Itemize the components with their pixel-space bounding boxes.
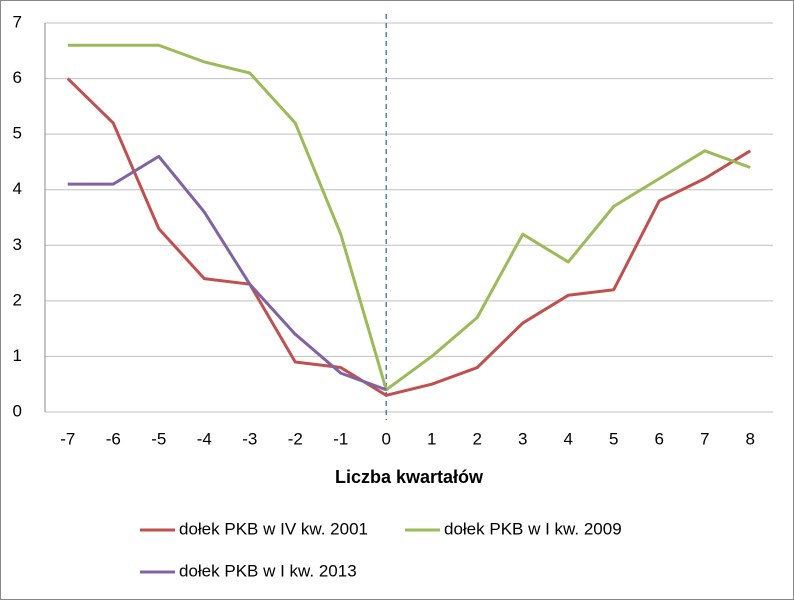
x-tick-label: 4 bbox=[564, 429, 573, 448]
x-tick-label: 1 bbox=[427, 429, 436, 448]
y-tick-label: 0 bbox=[13, 401, 22, 420]
legend-label: dołek PKB w IV kw. 2001 bbox=[179, 519, 368, 538]
y-tick-label: 4 bbox=[13, 179, 22, 198]
x-tick-label: 3 bbox=[518, 429, 527, 448]
x-tick-label: -4 bbox=[197, 429, 212, 448]
series-line bbox=[66, 77, 752, 397]
x-tick-label: 0 bbox=[382, 429, 391, 448]
series-line bbox=[67, 154, 387, 392]
y-tick-label: 2 bbox=[13, 290, 22, 309]
x-tick-label: 6 bbox=[655, 429, 664, 448]
x-tick-label: 7 bbox=[700, 429, 709, 448]
legend-label: dołek PKB w I kw. 2013 bbox=[179, 561, 357, 580]
y-tick-label: 5 bbox=[13, 124, 22, 143]
x-tick-label: 2 bbox=[473, 429, 482, 448]
x-tick-label: 8 bbox=[746, 429, 755, 448]
series-line bbox=[67, 43, 751, 392]
x-tick-label: -3 bbox=[242, 429, 257, 448]
x-tick-label: -6 bbox=[106, 429, 121, 448]
y-tick-label: 3 bbox=[13, 235, 22, 254]
legend-label: dołek PKB w I kw. 2009 bbox=[444, 519, 622, 538]
y-tick-label: 1 bbox=[13, 346, 22, 365]
x-tick-label: -2 bbox=[288, 429, 303, 448]
x-tick-label: -7 bbox=[60, 429, 75, 448]
x-tick-label: -1 bbox=[333, 429, 348, 448]
y-tick-label: 6 bbox=[13, 68, 22, 87]
x-tick-label: -5 bbox=[151, 429, 166, 448]
x-tick-label: 5 bbox=[609, 429, 618, 448]
y-tick-label: 7 bbox=[13, 12, 22, 31]
x-axis-title: Liczba kwartałów bbox=[335, 467, 484, 487]
